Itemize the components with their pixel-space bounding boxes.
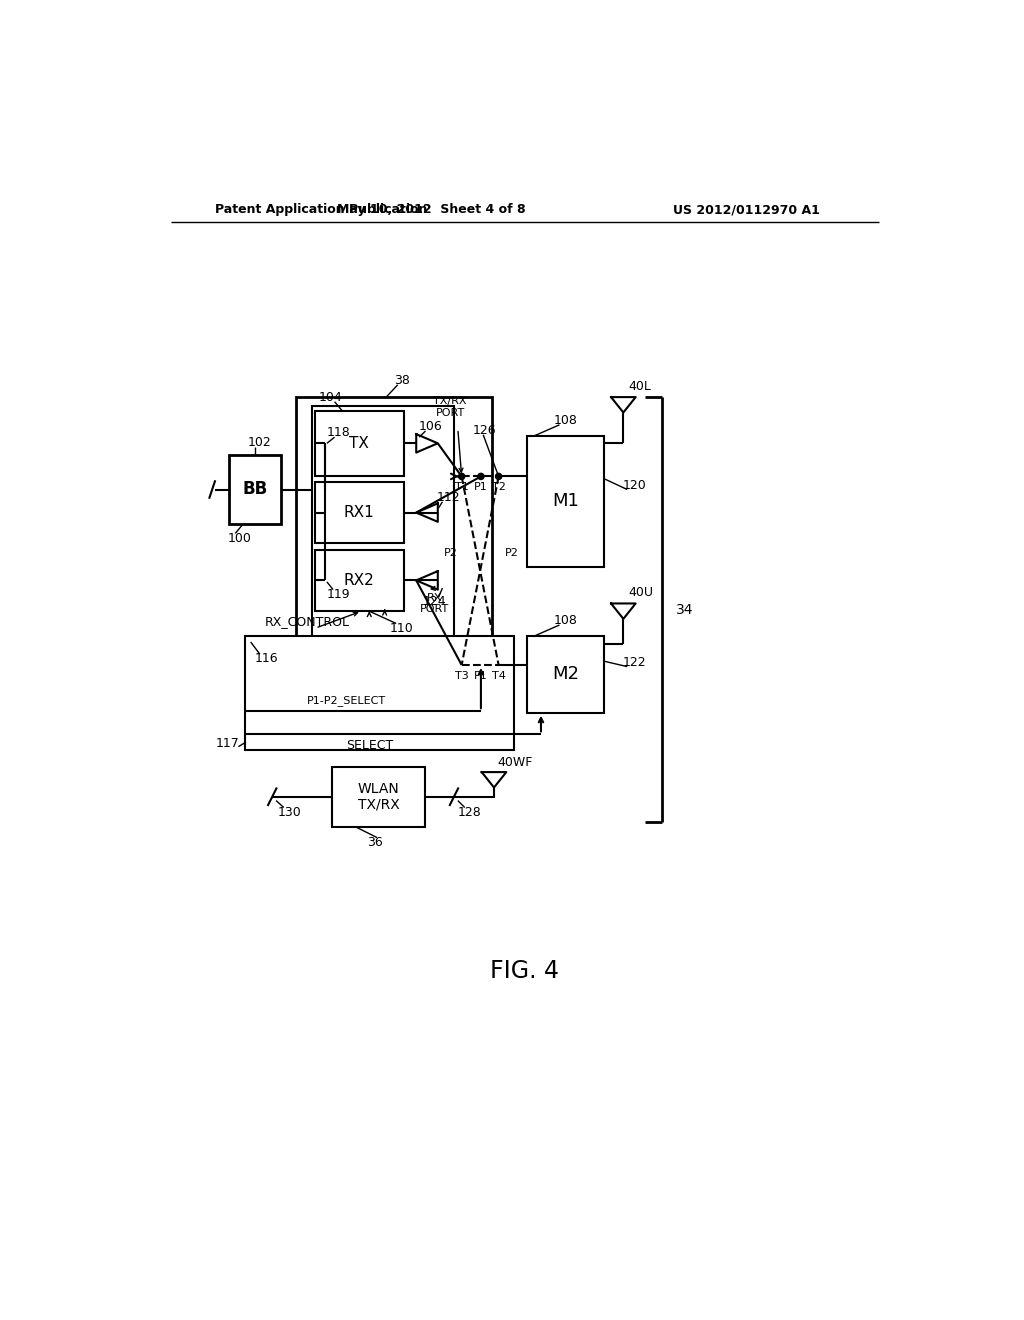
Text: T4: T4 [492, 671, 506, 681]
Circle shape [496, 474, 502, 479]
Circle shape [459, 474, 465, 479]
Bar [527, 436, 604, 566]
Text: 40WF: 40WF [498, 756, 534, 770]
Text: 128: 128 [458, 805, 481, 818]
Text: 108: 108 [554, 413, 578, 426]
Text: 34: 34 [676, 603, 693, 616]
Text: 40U: 40U [628, 586, 653, 599]
Circle shape [478, 663, 484, 668]
Text: RX_CONTROL: RX_CONTROL [265, 615, 350, 628]
Text: BB: BB [243, 480, 268, 499]
Text: 118: 118 [327, 426, 350, 440]
Text: SELECT: SELECT [346, 739, 393, 751]
Text: 36: 36 [367, 836, 383, 849]
Text: P1: P1 [474, 482, 487, 492]
Text: TX: TX [349, 436, 370, 451]
Text: 112: 112 [437, 491, 461, 504]
Text: Patent Application Publication: Patent Application Publication [215, 203, 428, 216]
Bar [229, 455, 282, 524]
Text: T3: T3 [455, 671, 469, 681]
Text: 117: 117 [216, 737, 240, 750]
Bar [527, 636, 604, 713]
Text: T2: T2 [492, 482, 506, 492]
Text: WLAN
TX/RX: WLAN TX/RX [357, 781, 399, 812]
Text: RX2: RX2 [344, 573, 375, 587]
Text: M2: M2 [552, 665, 580, 684]
Text: 100: 100 [227, 532, 252, 545]
Text: 119: 119 [327, 587, 350, 601]
Text: 108: 108 [554, 614, 578, 627]
Text: 106: 106 [419, 420, 442, 433]
Text: P2: P2 [444, 548, 458, 558]
Text: T1: T1 [455, 482, 469, 492]
Bar [315, 411, 403, 477]
Text: 120: 120 [623, 479, 647, 492]
Text: 38: 38 [393, 374, 410, 387]
Bar [333, 767, 425, 826]
Text: 116: 116 [254, 652, 278, 665]
Text: May 10, 2012  Sheet 4 of 8: May 10, 2012 Sheet 4 of 8 [337, 203, 525, 216]
Text: 40L: 40L [628, 380, 651, 393]
Text: 130: 130 [278, 805, 301, 818]
Text: US 2012/0112970 A1: US 2012/0112970 A1 [673, 203, 820, 216]
Text: 102: 102 [247, 436, 271, 449]
Bar [315, 482, 403, 544]
Circle shape [459, 663, 465, 668]
Text: RX1: RX1 [344, 506, 375, 520]
Text: 126: 126 [473, 424, 497, 437]
Circle shape [478, 474, 484, 479]
Bar [315, 549, 403, 611]
Bar [245, 636, 514, 750]
Text: 122: 122 [623, 656, 647, 669]
Text: P1-P2_SELECT: P1-P2_SELECT [306, 696, 386, 706]
Text: 110: 110 [390, 622, 414, 635]
Bar [296, 397, 493, 659]
Text: 124: 124 [423, 595, 446, 609]
Text: RX
PORT: RX PORT [420, 593, 450, 614]
Text: FIG. 4: FIG. 4 [490, 958, 559, 983]
Text: M1: M1 [552, 492, 579, 510]
Text: P2: P2 [505, 548, 518, 558]
Bar [311, 407, 454, 642]
Circle shape [496, 663, 502, 668]
Text: P1: P1 [474, 671, 487, 681]
Text: TX/RX
PORT: TX/RX PORT [433, 396, 467, 418]
Text: 104: 104 [318, 391, 343, 404]
